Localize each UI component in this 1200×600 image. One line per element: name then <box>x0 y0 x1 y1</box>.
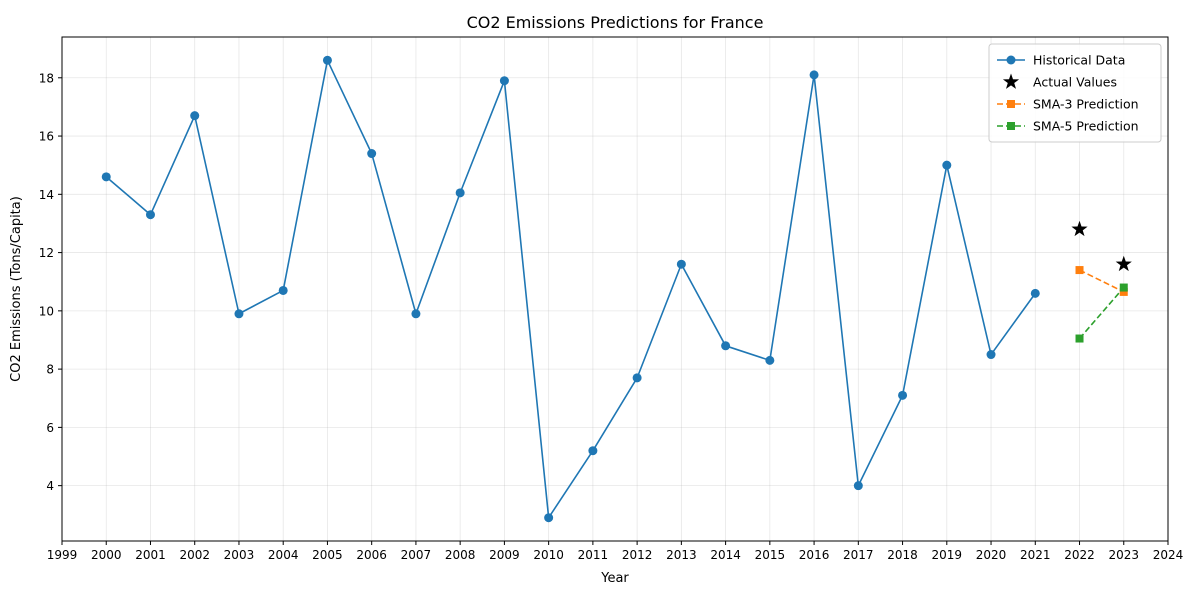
data-point <box>1075 266 1084 275</box>
legend-swatch-marker <box>1007 100 1015 108</box>
x-tick-label: 2002 <box>179 548 210 562</box>
series-sma-3-prediction <box>1075 266 1128 296</box>
data-point <box>721 341 731 351</box>
x-tick-label: 2012 <box>622 548 653 562</box>
data-point <box>898 390 908 400</box>
legend-entry: SMA-5 Prediction <box>997 119 1139 134</box>
data-point <box>765 355 775 365</box>
data-point <box>1119 287 1128 296</box>
plot-frame <box>61 36 1169 542</box>
x-tick-label: 2011 <box>578 548 609 562</box>
data-point <box>101 172 111 182</box>
data-point <box>145 210 155 220</box>
y-tick-label: 16 <box>39 130 54 144</box>
series-actual-values <box>1071 220 1132 272</box>
series-historical-data <box>101 55 1040 523</box>
x-tick-label: 2007 <box>401 548 432 562</box>
legend-swatch-marker <box>1002 73 1020 89</box>
data-point <box>588 446 598 456</box>
legend-entry: SMA-3 Prediction <box>997 97 1139 112</box>
y-tick-label: 8 <box>46 363 54 377</box>
legend: Historical Data Actual Values SMA-3 Predic… <box>988 43 1162 143</box>
legend-entry: Actual Values <box>1002 73 1117 90</box>
x-axis-title: Year <box>600 571 629 586</box>
x-tick-label: 2008 <box>445 548 476 562</box>
data-point <box>676 259 686 269</box>
data-point <box>632 373 642 383</box>
data-point <box>1119 283 1128 292</box>
data-point <box>499 76 509 86</box>
x-tick-label: 2005 <box>312 548 343 562</box>
grid-lines <box>61 37 1169 541</box>
x-tick-label: 2017 <box>843 548 874 562</box>
data-point <box>942 160 952 170</box>
x-tick-label: 2006 <box>356 548 387 562</box>
x-tick-label: 2016 <box>799 548 830 562</box>
y-tick-label: 18 <box>39 71 54 85</box>
data-point <box>809 70 819 80</box>
series-layer <box>101 55 1132 523</box>
data-point <box>1115 255 1132 272</box>
x-tick-label: 2020 <box>976 548 1007 562</box>
legend-box <box>988 43 1162 143</box>
y-tick-label: 10 <box>39 304 54 318</box>
x-tick-label: 2018 <box>887 548 918 562</box>
data-point <box>234 309 244 319</box>
data-point <box>455 188 465 198</box>
x-tick-label: 1999 <box>47 548 78 562</box>
x-tick-label: 2024 <box>1153 548 1184 562</box>
x-tick-label: 2019 <box>932 548 963 562</box>
axis-ticks: 1999 2000 2001 2002 2003 2004 2005 2006 2007 2008… <box>39 71 1184 562</box>
data-point <box>411 309 421 319</box>
x-tick-label: 2003 <box>224 548 255 562</box>
series-line <box>1079 269 1125 293</box>
x-tick-label: 2023 <box>1108 548 1139 562</box>
y-tick-label: 6 <box>46 421 54 435</box>
x-tick-label: 2000 <box>91 548 122 562</box>
x-tick-label: 2001 <box>135 548 166 562</box>
series-line <box>1078 287 1125 340</box>
legend-entry: Historical Data <box>997 53 1125 68</box>
legend-label: SMA-5 Prediction <box>1033 119 1139 134</box>
x-tick-label: 2021 <box>1020 548 1051 562</box>
data-point <box>853 481 863 491</box>
x-tick-label: 2010 <box>533 548 564 562</box>
data-point <box>190 111 200 121</box>
legend-swatch-marker <box>1007 122 1015 130</box>
x-tick-label: 2015 <box>755 548 786 562</box>
legend-swatch-marker <box>1006 55 1016 65</box>
data-point <box>1071 220 1088 237</box>
y-axis-title: CO2 Emissions (Tons/Capita) <box>9 196 24 382</box>
y-tick-label: 12 <box>39 246 54 260</box>
x-tick-label: 2013 <box>666 548 697 562</box>
data-point <box>986 350 996 360</box>
legend-label: Historical Data <box>1033 53 1125 68</box>
data-point <box>1030 288 1040 298</box>
y-tick-label: 14 <box>39 188 54 202</box>
y-tick-label: 4 <box>46 479 54 493</box>
x-tick-label: 2009 <box>489 548 520 562</box>
data-point <box>544 513 554 523</box>
series-sma-5-prediction <box>1075 283 1128 343</box>
data-point <box>322 55 332 65</box>
series-line <box>105 59 1036 519</box>
data-point <box>278 285 288 295</box>
x-tick-label: 2014 <box>710 548 741 562</box>
legend-label: SMA-3 Prediction <box>1033 97 1139 112</box>
x-tick-label: 2004 <box>268 548 299 562</box>
chart-title: CO2 Emissions Predictions for France <box>467 13 764 32</box>
legend-label: Actual Values <box>1033 75 1117 90</box>
data-point <box>1075 334 1084 343</box>
data-point <box>367 149 377 159</box>
x-tick-label: 2022 <box>1064 548 1095 562</box>
